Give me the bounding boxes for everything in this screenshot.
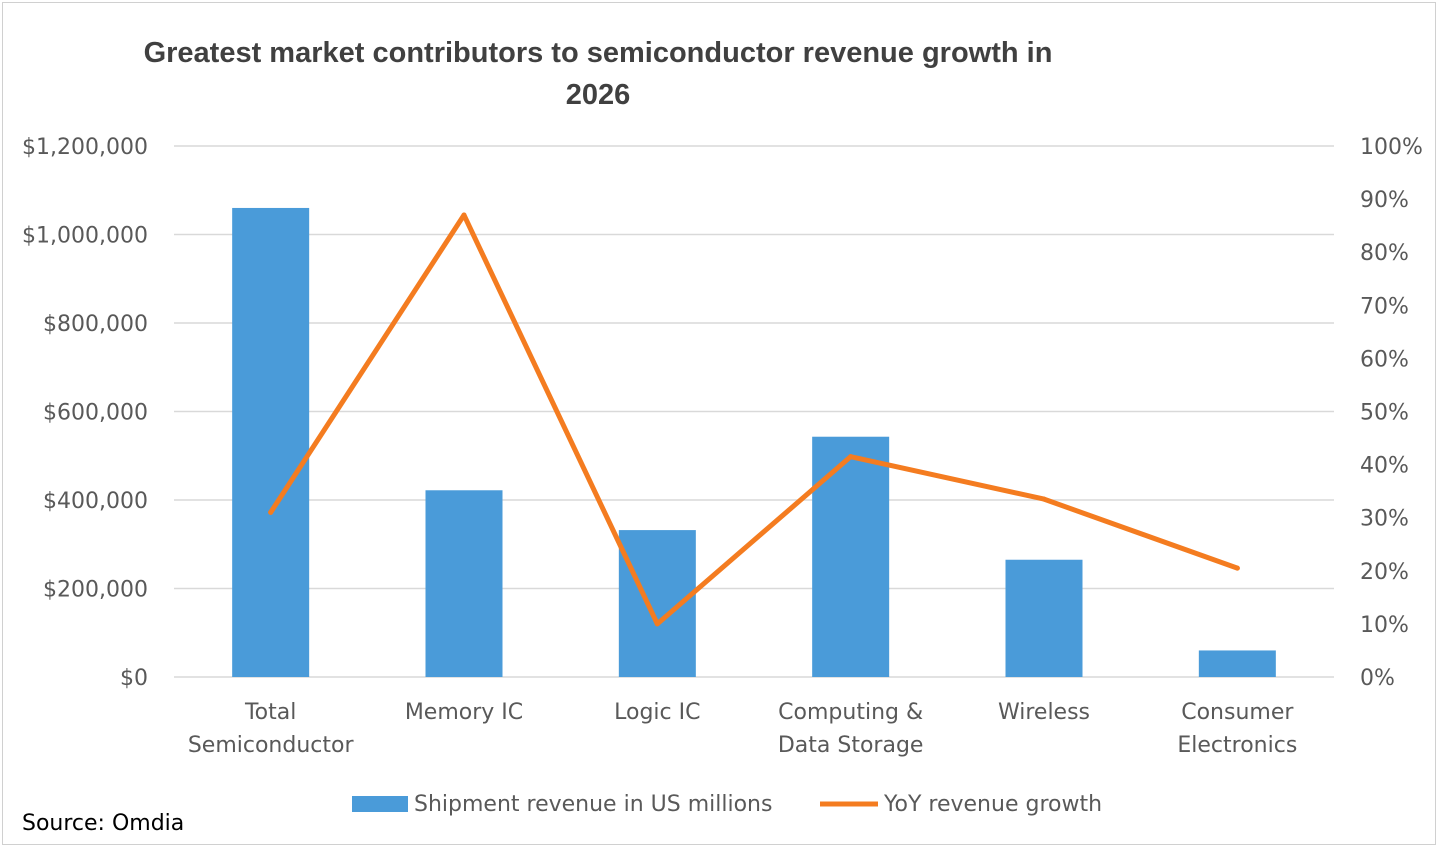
- category-label-5-1: Electronics: [1177, 733, 1297, 758]
- source-note: Source: Omdia: [22, 811, 184, 836]
- category-label-2-0: Logic IC: [614, 700, 700, 725]
- right-tick-label-8: 80%: [1360, 241, 1409, 266]
- chart-title-line-2: 2026: [566, 79, 631, 111]
- line-point-1: [461, 212, 467, 218]
- bar-4: [1005, 559, 1083, 677]
- bar-5: [1198, 650, 1276, 677]
- line-point-4: [1041, 496, 1047, 502]
- legend: Shipment revenue in US millions YoY reve…: [352, 792, 1102, 817]
- right-tick-label-5: 50%: [1360, 401, 1409, 426]
- left-tick-label-1: $200,000: [43, 578, 148, 603]
- line-point-0: [268, 509, 274, 515]
- category-label-1-0: Memory IC: [405, 700, 523, 725]
- bar-1: [425, 490, 503, 677]
- line-point-2: [654, 621, 660, 627]
- category-label-3-0: Computing &: [778, 700, 923, 725]
- category-label-0-1: Semiconductor: [188, 733, 355, 758]
- category-label-3-1: Data Storage: [778, 733, 924, 758]
- right-tick-label-3: 30%: [1360, 507, 1409, 532]
- bar-0: [232, 207, 310, 677]
- category-axis: Total Semiconductor Memory IC Logic IC Compu…: [188, 700, 1297, 758]
- right-tick-label-9: 90%: [1360, 188, 1409, 213]
- bar-series: [232, 207, 1276, 677]
- left-tick-label-6: $1,200,000: [22, 135, 148, 160]
- right-tick-label-4: 40%: [1360, 454, 1409, 479]
- legend-swatch-shipment-revenue: [352, 796, 408, 812]
- legend-label-shipment-revenue: Shipment revenue in US millions: [414, 792, 772, 817]
- left-tick-label-4: $800,000: [43, 312, 148, 337]
- left-tick-label-0: $0: [120, 666, 148, 691]
- left-tick-label-3: $600,000: [43, 401, 148, 426]
- right-tick-label-6: 60%: [1360, 347, 1409, 372]
- right-tick-label-10: 100%: [1360, 135, 1423, 160]
- right-tick-label-7: 70%: [1360, 294, 1409, 319]
- line-point-3: [848, 454, 854, 460]
- chart-title: Greatest market contributors to semicond…: [144, 37, 1053, 111]
- gridlines: [174, 145, 1334, 678]
- line-point-5: [1234, 565, 1240, 571]
- left-tick-label-2: $400,000: [43, 489, 148, 514]
- category-label-4-0: Wireless: [998, 700, 1090, 725]
- category-label-0-0: Total: [244, 700, 296, 725]
- yoy-growth-line: [268, 212, 1240, 627]
- category-label-5-0: Consumer: [1181, 700, 1294, 725]
- right-tick-label-1: 10%: [1360, 613, 1409, 638]
- right-axis: 0% 10% 20% 30% 40% 50% 60% 70% 80% 90% 100%: [1360, 135, 1423, 691]
- chart-title-line-1: Greatest market contributors to semicond…: [144, 37, 1053, 69]
- left-axis: $0 $200,000 $400,000 $600,000 $800,000 $1,000…: [22, 135, 148, 691]
- right-tick-label-0: 0%: [1360, 666, 1395, 691]
- right-tick-label-2: 20%: [1360, 560, 1409, 585]
- left-tick-label-5: $1,000,000: [22, 224, 148, 249]
- line-series: [268, 212, 1240, 627]
- legend-label-yoy-growth: YoY revenue growth: [883, 792, 1102, 817]
- bar-3: [812, 436, 890, 677]
